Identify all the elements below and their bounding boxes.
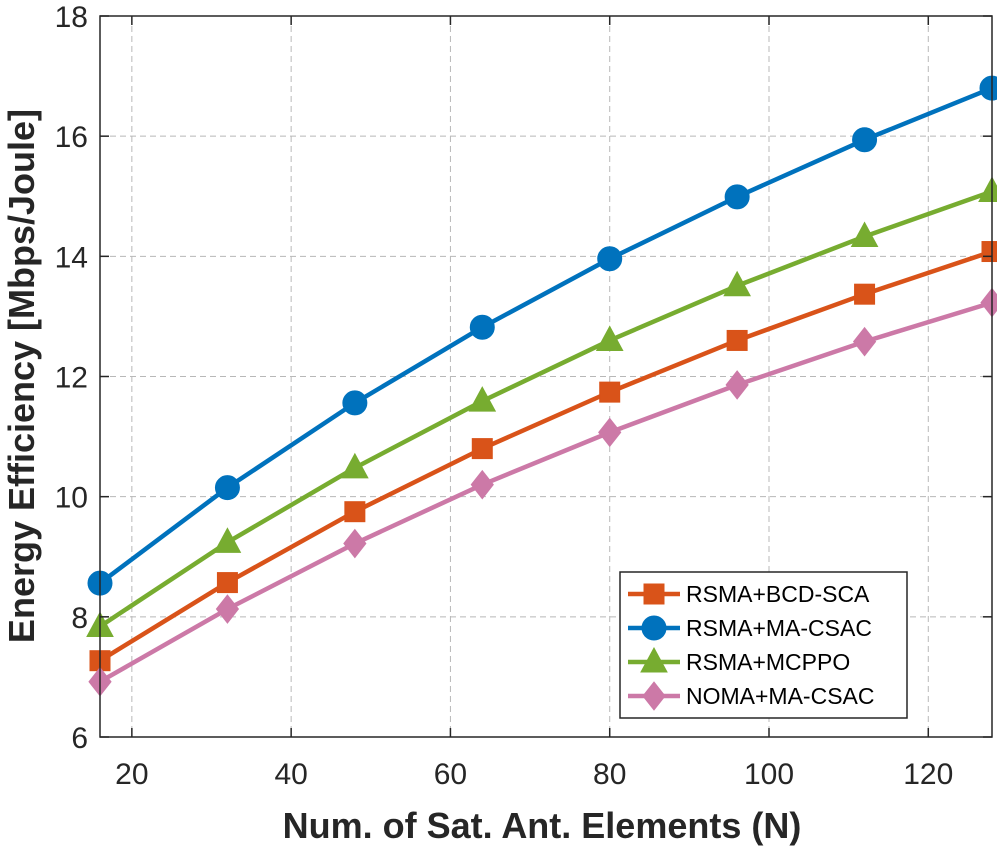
data-point-rsma-ma-csac (469, 314, 495, 340)
series-rsma-ma-csac (87, 75, 997, 596)
data-point-rsma-mcppo (341, 452, 369, 479)
data-point-rsma-ma-csac (342, 390, 368, 416)
x-tick-label: 40 (274, 758, 307, 791)
data-point-rsma-bcd-sca (981, 241, 997, 263)
data-point-rsma-ma-csac (214, 475, 240, 501)
data-point-rsma-bcd-sca (471, 438, 493, 460)
y-tick-label: 8 (71, 602, 88, 635)
data-point-rsma-ma-csac (597, 246, 623, 272)
data-point-noma-ma-csac (343, 528, 367, 559)
x-tick-label: 100 (744, 758, 794, 791)
y-tick-label: 16 (55, 121, 88, 154)
legend-item-noma-ma-csac: NOMA+MA-CSAC (628, 681, 875, 711)
y-tick-label: 14 (55, 241, 88, 274)
legend-label: RSMA+BCD-SCA (686, 581, 870, 607)
data-point-noma-ma-csac (725, 370, 749, 400)
series-line-rsma-mcppo (98, 189, 993, 629)
legend-box (619, 571, 908, 719)
data-point-noma-ma-csac (852, 326, 877, 357)
data-point-rsma-mcppo (850, 221, 879, 248)
data-point-rsma-bcd-sca (216, 572, 238, 594)
y-axis-label: Energy Efficiency [Mbps/Joule] (1, 109, 42, 643)
y-tick-label: 18 (55, 1, 88, 34)
legend-marker-rsma-bcd-sca (643, 583, 665, 605)
series-line-rsma-ma-csac (98, 86, 993, 585)
x-tick-label: 60 (434, 758, 467, 791)
legend-marker-rsma-mcppo (640, 646, 668, 673)
data-point-rsma-ma-csac (852, 127, 878, 153)
data-point-rsma-mcppo (213, 527, 242, 553)
series-layer (86, 75, 997, 697)
x-tick-label: 20 (115, 758, 148, 791)
data-point-rsma-bcd-sca (854, 283, 876, 305)
series-rsma-mcppo (86, 176, 997, 637)
data-point-rsma-mcppo (595, 325, 624, 351)
legend-label: NOMA+MA-CSAC (686, 683, 875, 709)
series-line-noma-ma-csac (98, 300, 993, 684)
data-point-rsma-bcd-sca (726, 329, 748, 351)
x-axis-label: Num. of Sat. Ant. Elements (N) (283, 805, 802, 846)
data-point-rsma-mcppo (468, 386, 497, 412)
y-tick-label: 10 (55, 482, 88, 515)
legend-marker-rsma-ma-csac (641, 615, 667, 641)
legend-item-rsma-ma-csac: RSMA+MA-CSAC (628, 615, 872, 641)
legend-item-rsma-bcd-sca: RSMA+BCD-SCA (628, 581, 870, 607)
data-point-rsma-bcd-sca (344, 501, 366, 523)
data-point-noma-ma-csac (598, 417, 622, 448)
legend-marker-noma-ma-csac (642, 681, 666, 711)
axis-ticks: 20 40 60 80 100 120 6 8 10 12 14 16 18 (55, 1, 992, 791)
data-point-noma-ma-csac (215, 594, 240, 624)
data-point-noma-ma-csac (470, 469, 494, 500)
grid-lines (100, 16, 992, 737)
x-tick-label: 120 (903, 758, 953, 791)
y-tick-label: 12 (55, 362, 88, 395)
series-line-rsma-bcd-sca (98, 249, 993, 663)
x-tick-label: 80 (593, 758, 626, 791)
legend-label: RSMA+MA-CSAC (686, 615, 872, 641)
data-point-rsma-ma-csac (724, 184, 750, 210)
series-noma-ma-csac (88, 287, 997, 697)
legend-item-rsma-mcppo: RSMA+MCPPO (628, 646, 850, 675)
data-point-rsma-bcd-sca (599, 381, 621, 403)
data-point-rsma-mcppo (723, 270, 751, 297)
legend-label: RSMA+MCPPO (686, 649, 850, 675)
y-tick-label: 6 (71, 722, 88, 755)
legend: RSMA+BCD-SCA RSMA+MA-CSAC RSMA+MCPPO NOMA+M… (619, 571, 908, 719)
